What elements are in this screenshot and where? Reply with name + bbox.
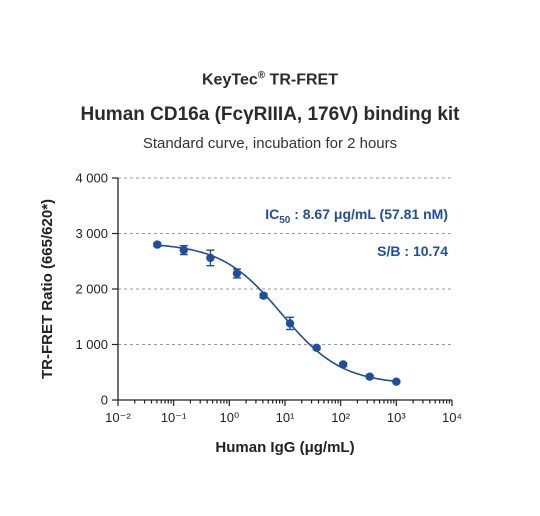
- ic50-value: : 8.67 μg/mL (57.81 nM): [290, 206, 448, 222]
- data-point: [312, 343, 321, 353]
- brand-title: KeyTec® TR-FRET: [0, 70, 540, 89]
- data-point: [259, 291, 268, 300]
- y-tick-label: 2 000: [75, 282, 108, 297]
- x-tick-label: 10⁻²: [105, 410, 131, 425]
- y-tick-label: 4 000: [75, 171, 108, 186]
- x-tick-label: 10⁻¹: [161, 410, 187, 425]
- y-tick-label: 1 000: [75, 337, 108, 352]
- x-axis-label: Human IgG (μg/mL): [215, 439, 354, 456]
- x-tick-label: 10⁰: [219, 410, 239, 425]
- sb-annotation: S/B : 10.74: [377, 243, 448, 259]
- data-point: [338, 360, 348, 369]
- data-points: [153, 240, 401, 386]
- chart-title: Human CD16a (FcγRIIIA, 176V) binding kit: [80, 104, 460, 125]
- x-tick-label: 10¹: [276, 410, 295, 425]
- y-tick-label: 0: [101, 393, 108, 408]
- fit-curve-group: [157, 244, 397, 383]
- ic50-prefix: IC: [265, 206, 279, 222]
- axes: 0 1 000 2 000 3 000 4 000 10⁻² 10⁻¹ 10⁰ 10¹ 10² 10…: [75, 171, 462, 426]
- data-point: [206, 253, 215, 263]
- data-point: [285, 319, 295, 328]
- x-tick-label: 10⁴: [442, 410, 462, 425]
- brand-suffix: TR-FRET: [265, 71, 338, 89]
- data-point: [179, 245, 188, 255]
- grid-lines: [118, 177, 452, 345]
- data-point: [365, 372, 374, 381]
- data-point: [232, 269, 242, 278]
- data-point: [153, 240, 162, 249]
- x-tick-label: 10³: [387, 410, 406, 425]
- brand-name: KeyTec: [202, 71, 258, 89]
- registered-mark: ®: [257, 70, 266, 81]
- fit-curve: [157, 244, 397, 383]
- chart-subtitle: Standard curve, incubation for 2 hours: [142, 135, 398, 152]
- ic50-annotation: IC50 : 8.67 μg/mL (57.81 nM): [265, 206, 448, 226]
- y-tick-label: 3 000: [75, 226, 108, 241]
- x-tick-label: 10²: [331, 410, 350, 425]
- data-point: [392, 377, 401, 386]
- y-axis-label: TR-FRET Ratio (665/620*): [39, 199, 56, 379]
- ic50-subscript: 50: [279, 215, 291, 226]
